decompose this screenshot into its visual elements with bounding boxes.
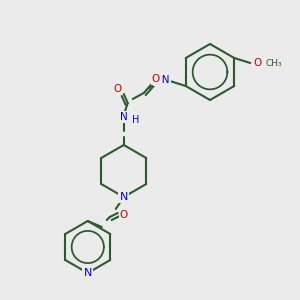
- Text: O: O: [253, 58, 261, 68]
- Text: N: N: [84, 268, 92, 278]
- Text: HN: HN: [154, 75, 170, 85]
- Text: N: N: [120, 112, 127, 122]
- Text: O: O: [152, 74, 160, 84]
- Text: H: H: [132, 115, 139, 125]
- Text: O: O: [120, 210, 128, 220]
- Text: N: N: [120, 192, 128, 202]
- Text: O: O: [114, 84, 122, 94]
- Text: CH₃: CH₃: [265, 59, 282, 68]
